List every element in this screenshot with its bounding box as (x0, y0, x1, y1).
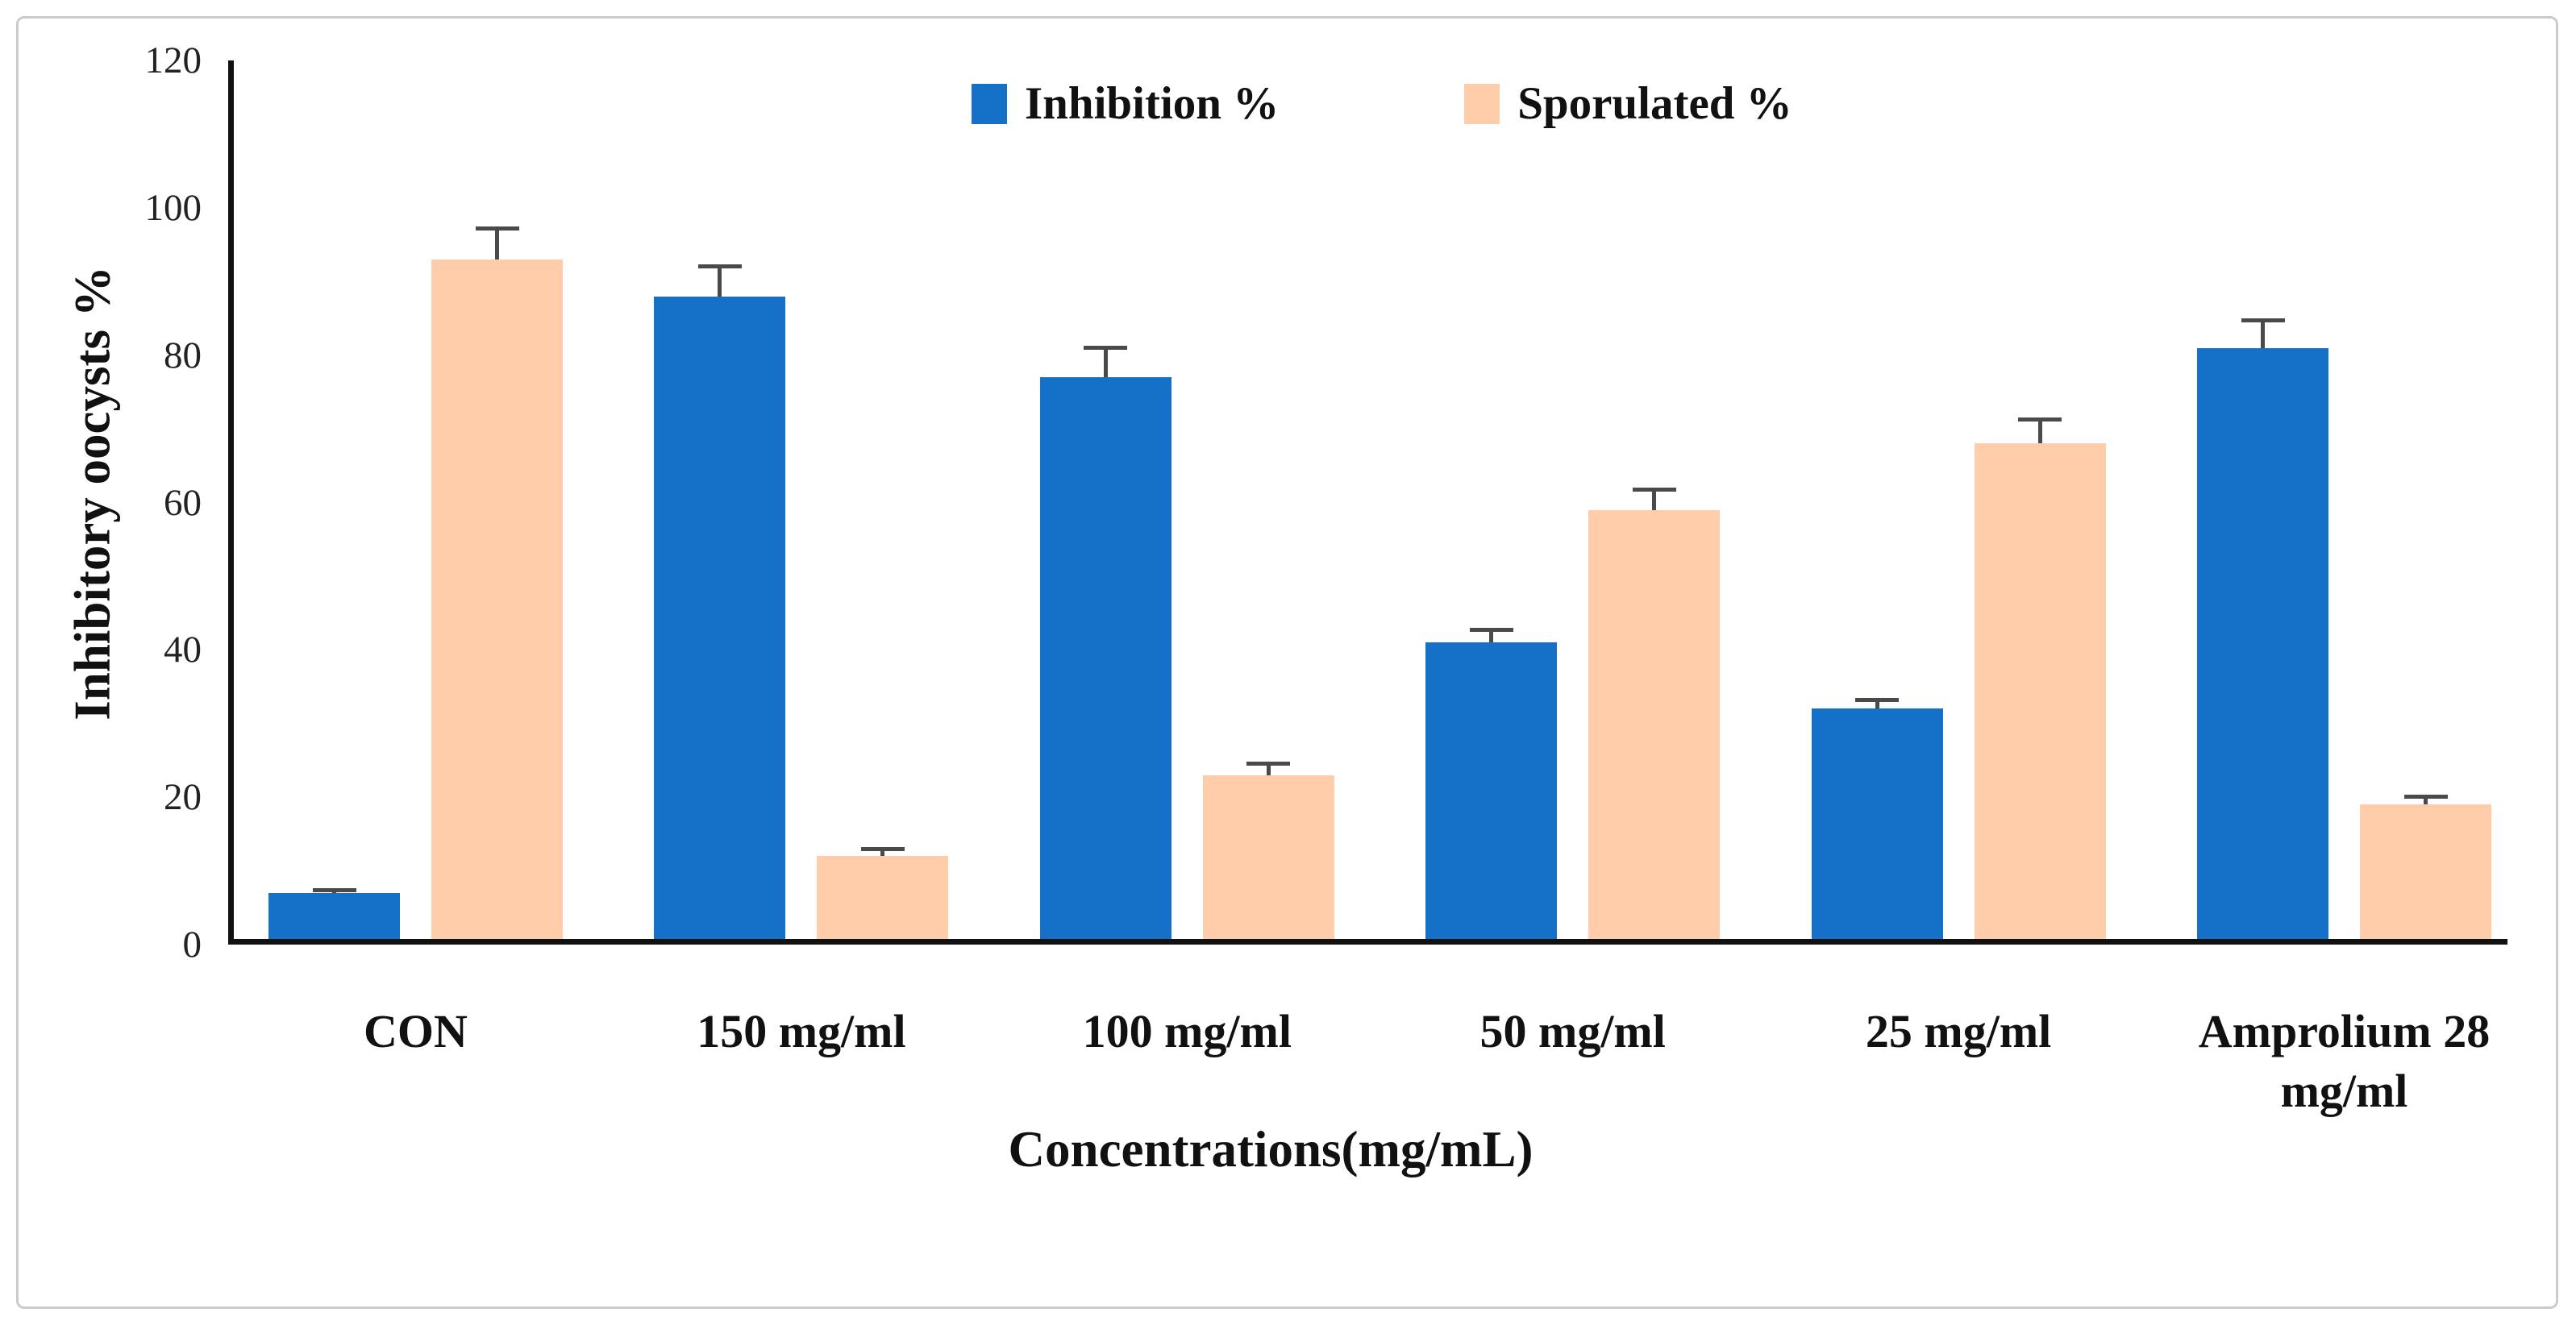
error-bar-stem-inhibition-amprolium-28-mg-ml (2261, 318, 2265, 348)
bar-inhibition-150-mg-ml (654, 296, 786, 945)
error-bar-cap-sporulated-25-mg-ml (2018, 417, 2062, 422)
legend-item-inhibition: Inhibition % (972, 77, 1279, 130)
error-bar-cap-sporulated-con (475, 226, 519, 231)
x-category-label-amprolium-28-mg-ml: Amprolium 28 mg/ml (2198, 1005, 2491, 1117)
legend: Inhibition % Sporulated % (972, 77, 1792, 130)
x-axis-title: Concentrations(mg/mL) (1008, 1121, 1534, 1178)
bar-inhibition-50-mg-ml (1425, 642, 1558, 945)
y-tick-label-40: 40 (164, 629, 202, 671)
bar-sporulated-con (431, 259, 563, 945)
error-bar-cap-inhibition-50-mg-ml (1469, 627, 1513, 632)
error-bar-cap-sporulated-150-mg-ml (860, 847, 905, 852)
x-axis-line (228, 939, 2507, 945)
error-bar-stem-sporulated-25-mg-ml (2037, 417, 2042, 444)
bar-inhibition-100-mg-ml (1039, 377, 1171, 945)
legend-label-sporulated: Sporulated % (1517, 78, 1792, 129)
bar-sporulated-50-mg-ml (1588, 509, 1721, 945)
bar-sporulated-25-mg-ml (1974, 443, 2106, 945)
y-tick-label-80: 80 (164, 334, 202, 376)
error-bar-stem-inhibition-50-mg-ml (1489, 627, 1494, 643)
y-tick-label-100: 100 (144, 186, 202, 229)
bar-sporulated-100-mg-ml (1202, 775, 1334, 945)
legend-label-inhibition: Inhibition % (1025, 78, 1280, 129)
error-bar-cap-sporulated-amprolium-28-mg-ml (2403, 795, 2448, 800)
error-bar-stem-sporulated-amprolium-28-mg-ml (2424, 795, 2428, 805)
error-bar-cap-sporulated-100-mg-ml (1246, 762, 1291, 766)
error-bar-stem-inhibition-150-mg-ml (718, 264, 722, 297)
bar-sporulated-150-mg-ml (817, 856, 949, 945)
error-bar-stem-sporulated-con (495, 226, 499, 260)
y-axis-tick-labels: 0 20 40 60 80 100 120 (48, 39, 202, 966)
error-bar-cap-inhibition-25-mg-ml (1855, 697, 1900, 702)
x-category-label-100-mg-ml: 100 mg/ml (1082, 1005, 1292, 1057)
plot-area (228, 60, 2507, 945)
y-axis-line (228, 60, 234, 945)
legend-swatch-sporulated-icon (1464, 83, 1500, 124)
bar-inhibition-amprolium-28-mg-ml (2197, 347, 2328, 945)
x-category-label-150-mg-ml: 150 mg/ml (697, 1005, 906, 1057)
error-bar-stem-sporulated-150-mg-ml (880, 847, 885, 857)
y-tick-label-0: 0 (182, 924, 202, 966)
y-tick-label-20: 20 (164, 776, 202, 819)
error-bar-cap-inhibition-con (312, 887, 356, 892)
error-bar-cap-inhibition-150-mg-ml (697, 264, 742, 269)
y-tick-label-60: 60 (164, 481, 202, 524)
error-bar-cap-inhibition-100-mg-ml (1084, 345, 1128, 350)
y-tick-label-120: 120 (144, 39, 202, 81)
error-bar-stem-inhibition-25-mg-ml (1875, 697, 1879, 709)
error-bar-stem-sporulated-50-mg-ml (1652, 488, 1657, 510)
bar-inhibition-con (268, 893, 400, 945)
x-category-label-con: CON (364, 1005, 468, 1057)
error-bar-cap-sporulated-50-mg-ml (1632, 488, 1676, 492)
x-axis-category-labels: CON 150 mg/ml 100 mg/ml 50 mg/ml 25 mg/ml Amp… (228, 1002, 2507, 1155)
bar-sporulated-amprolium-28-mg-ml (2360, 804, 2491, 945)
error-bar-cap-inhibition-amprolium-28-mg-ml (2241, 318, 2285, 322)
error-bar-stem-sporulated-100-mg-ml (1266, 762, 1271, 775)
error-bar-stem-inhibition-100-mg-ml (1103, 345, 1108, 378)
legend-swatch-inhibition-icon (972, 83, 1007, 124)
legend-item-sporulated: Sporulated % (1464, 77, 1792, 130)
bar-inhibition-25-mg-ml (1811, 708, 1943, 945)
x-category-label-50-mg-ml: 50 mg/ml (1479, 1005, 1666, 1057)
x-category-label-25-mg-ml: 25 mg/ml (1865, 1005, 2052, 1057)
